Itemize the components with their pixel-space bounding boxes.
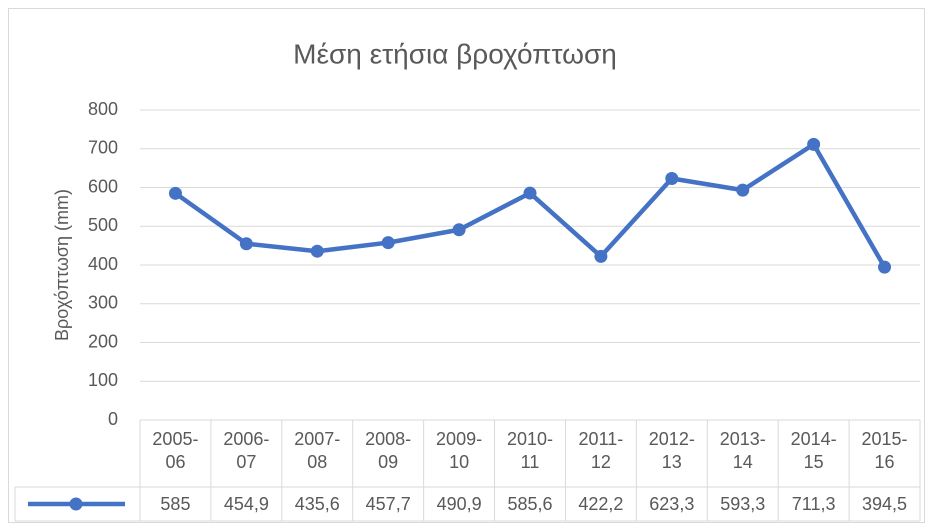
table-value: 435,6 xyxy=(295,494,340,514)
point xyxy=(452,223,466,237)
point xyxy=(878,260,892,274)
point xyxy=(310,244,324,258)
x-tick-label: 2009-10 xyxy=(436,429,483,472)
x-tick-label: 2010-11 xyxy=(506,429,554,472)
y-tick-label: 500 xyxy=(88,215,118,235)
table-value: 454,9 xyxy=(224,494,269,514)
y-tick-label: 100 xyxy=(88,370,118,390)
point xyxy=(807,137,821,151)
chart-title: Μέση ετήσια βροχόπτωση xyxy=(293,38,617,69)
table-value: 457,7 xyxy=(366,494,411,514)
point xyxy=(665,171,679,185)
table-value: 711,3 xyxy=(792,494,836,514)
x-tick-label: 2013-14 xyxy=(719,429,766,472)
x-tick-label: 2006-07 xyxy=(223,429,270,472)
x-tick-label: 2014-15 xyxy=(790,429,837,472)
point xyxy=(168,186,182,200)
y-tick-label: 800 xyxy=(88,99,118,119)
table-value: 623,3 xyxy=(649,494,694,514)
x-tick-label: 2011-12 xyxy=(578,429,624,472)
table-value: 490,9 xyxy=(437,494,482,514)
y-tick-label: 400 xyxy=(88,254,118,274)
y-tick-label: 700 xyxy=(88,138,118,158)
y-tick-label: 600 xyxy=(88,176,118,196)
y-tick-label: 200 xyxy=(88,331,118,351)
point xyxy=(239,237,253,251)
table-value: 422,2 xyxy=(578,494,623,514)
x-tick-label: 2015-16 xyxy=(861,429,908,472)
x-tick-label: 2005-06 xyxy=(152,429,199,472)
point xyxy=(523,186,537,200)
y-tick-label: 0 xyxy=(108,409,118,429)
x-tick-label: 2012-13 xyxy=(648,429,695,472)
x-tick-label: 2007-08 xyxy=(294,429,341,472)
point xyxy=(594,249,608,263)
table-value: 593,3 xyxy=(720,494,765,514)
point xyxy=(381,236,395,250)
x-tick-label: 2008-09 xyxy=(365,429,412,472)
table-value: 585,6 xyxy=(507,494,552,514)
y-axis-label: Βροχόπτωση (mm) xyxy=(52,189,72,341)
y-tick-label: 300 xyxy=(88,293,118,313)
point xyxy=(736,183,750,197)
legend-key-marker xyxy=(69,497,83,511)
table-value: 394,5 xyxy=(862,494,907,514)
table-value: 585 xyxy=(160,494,190,514)
